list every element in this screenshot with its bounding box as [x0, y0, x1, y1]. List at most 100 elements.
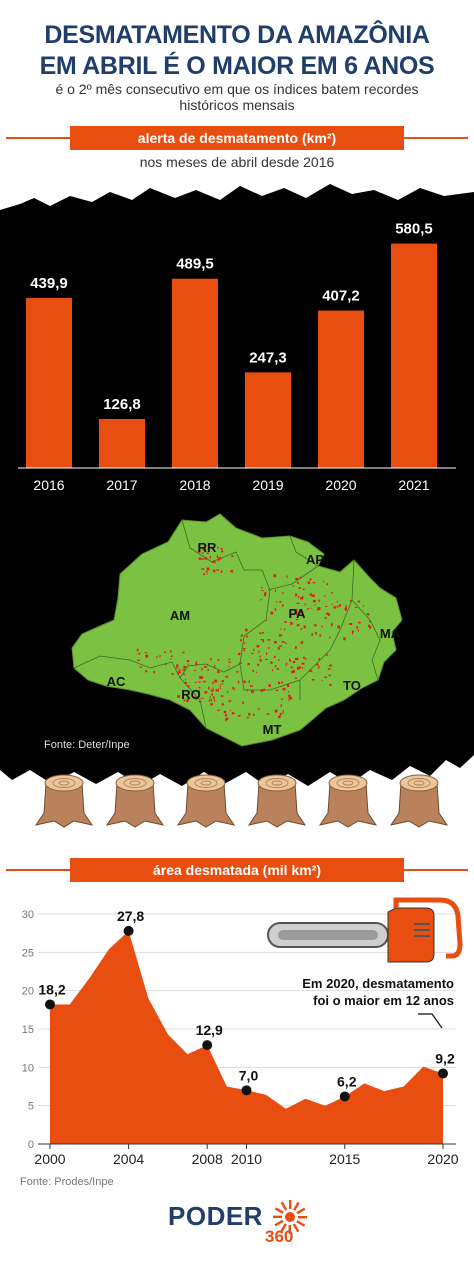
deforestation-spot	[300, 597, 303, 600]
deforestation-spot	[203, 547, 207, 551]
deforestation-spot	[243, 648, 246, 650]
deforestation-spot	[351, 632, 354, 635]
deforestation-spot	[206, 572, 208, 575]
deforestation-spot	[221, 683, 224, 685]
deforestation-spot	[339, 604, 341, 607]
deforestation-spot	[220, 548, 223, 550]
deforestation-spot	[287, 691, 289, 693]
area-point-marker	[241, 1085, 252, 1096]
tree-stump-icon	[105, 774, 165, 828]
deforestation-spot	[313, 599, 316, 603]
deforestation-spot	[344, 607, 347, 611]
deforestation-spot	[345, 605, 348, 608]
area-point-label: 27,8	[117, 908, 144, 924]
deforestation-spot	[316, 608, 319, 611]
deforestation-spot	[274, 709, 278, 713]
chainsaw-icon	[267, 897, 463, 963]
deforestation-spot	[311, 679, 315, 681]
deforestation-spot	[199, 676, 202, 679]
deforestation-spot	[139, 666, 142, 668]
deforestation-spot	[318, 665, 320, 669]
deforestation-spot	[312, 594, 315, 597]
deforestation-spot	[210, 689, 214, 692]
deforestation-spot	[221, 550, 224, 553]
deforestation-spot	[266, 713, 270, 715]
deforestation-spot	[282, 710, 284, 712]
deforestation-spot	[307, 581, 311, 584]
deforestation-spot	[214, 679, 218, 683]
bar-category-label: 2018	[179, 477, 210, 493]
deforestation-spot	[296, 602, 300, 604]
deforestation-spot	[295, 577, 299, 580]
deforestation-spot	[177, 671, 180, 675]
deforestation-spot	[239, 639, 242, 642]
deforestation-spot	[301, 662, 304, 665]
deforestation-spot	[296, 624, 300, 627]
deforestation-spot	[231, 555, 234, 558]
state-label: RR	[198, 540, 217, 555]
bar-category-label: 2017	[106, 477, 137, 493]
map-borders	[73, 519, 381, 729]
state-label: AM	[170, 608, 190, 623]
area-point-marker	[202, 1040, 213, 1051]
bar-chart-source: Fonte: Deter/Inpe	[44, 739, 130, 751]
deforestation-spot	[217, 688, 219, 691]
deforestation-spot	[314, 624, 317, 627]
deforestation-spot	[238, 652, 241, 656]
y-tick-label: 20	[22, 986, 34, 998]
deforestation-spot	[354, 606, 358, 608]
area-chart-source: Fonte: Prodes/Inpe	[20, 1176, 114, 1188]
deforestation-spot	[223, 710, 227, 714]
x-tick-label: 2010	[231, 1151, 262, 1167]
deforestation-spot	[203, 573, 205, 576]
deforestation-spot	[219, 687, 222, 689]
deforestation-spot	[175, 667, 179, 669]
deforestation-spot	[276, 668, 279, 670]
deforestation-spot	[288, 694, 291, 698]
deforestation-spot	[204, 557, 208, 560]
deforestation-spot	[209, 696, 211, 698]
deforestation-spot	[309, 670, 312, 672]
deforestation-spot	[319, 634, 322, 637]
note-line-2: foi o maior em 12 anos	[313, 993, 454, 1008]
deforestation-spot	[282, 712, 284, 714]
deforestation-spot	[231, 687, 235, 689]
deforestation-spot	[356, 626, 359, 629]
deforestation-spot	[300, 628, 303, 630]
deforestation-spot	[209, 555, 211, 559]
deforestation-spot	[238, 662, 242, 664]
deforestation-spot	[324, 676, 327, 678]
deforestation-spot	[193, 669, 197, 671]
deforestation-spot	[159, 655, 161, 658]
deforestation-spot	[260, 599, 262, 601]
deforestation-spot	[195, 663, 198, 666]
deforestation-spot	[237, 680, 240, 684]
state-label: TO	[343, 678, 361, 693]
deforestation-spot	[193, 696, 197, 699]
bar-value-label: 439,9	[30, 275, 68, 292]
state-labels: RR AP AM PA MA AC RO TO MT	[107, 540, 401, 737]
sun-icon	[273, 1200, 307, 1234]
y-tick-label: 30	[22, 909, 34, 921]
logo-number: 360	[265, 1227, 294, 1246]
y-tick-label: 15	[22, 1024, 34, 1036]
y-tick-label: 5	[28, 1101, 34, 1113]
deforestation-spot	[136, 648, 139, 652]
deforestation-spot	[278, 682, 281, 685]
deforestation-spot	[311, 633, 313, 636]
deforestation-spot	[187, 663, 189, 665]
deforestation-spot	[285, 662, 288, 666]
logo-word: PODER	[168, 1201, 263, 1231]
bar-category-label: 2021	[398, 477, 429, 493]
deforestation-spot	[276, 601, 278, 603]
bar-category-label: 2019	[252, 477, 283, 493]
deforestation-spot	[326, 612, 329, 615]
deforestation-spot	[292, 585, 295, 587]
deforestation-spot	[328, 674, 331, 677]
deforestation-spot	[238, 715, 241, 717]
bar-category-label: 2016	[33, 477, 64, 493]
deforestation-spot	[219, 684, 221, 687]
deforestation-spot	[184, 679, 186, 681]
deforestation-spot	[212, 681, 214, 685]
deforestation-spot	[212, 696, 215, 699]
